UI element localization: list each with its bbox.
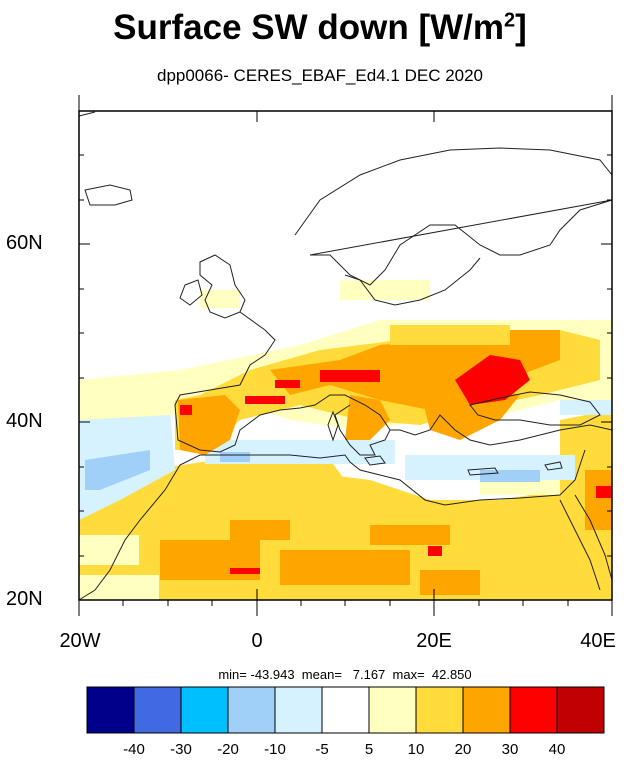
field-scandi-light — [340, 280, 430, 300]
field-orange-mideast — [585, 470, 612, 530]
field-red-iberia-2 — [180, 405, 192, 415]
field-med-blue-2 — [220, 452, 250, 462]
colorbar-box — [180, 686, 229, 734]
lon-label-40e: 40E — [580, 630, 616, 652]
coast-north-africa — [78, 449, 586, 601]
field-lightyellow-1 — [79, 535, 139, 565]
lat-label-40n: 40N — [6, 410, 43, 432]
colorbar-box — [321, 686, 370, 734]
field-orange-sahara-4 — [370, 525, 450, 545]
field-red-alps — [320, 370, 380, 382]
lon-label-20w: 20W — [59, 630, 101, 652]
field-orange-sahara-5 — [420, 570, 480, 595]
field-scandi-light-2 — [200, 290, 240, 308]
field-red-france — [275, 380, 300, 388]
lon-label-20e: 20E — [416, 630, 452, 652]
field-red-iberia — [245, 396, 285, 404]
field-italy-orange — [345, 395, 390, 440]
coast-black-sea — [469, 391, 601, 426]
field-atlantic-blue-light — [85, 450, 150, 490]
colorbar-box — [86, 686, 135, 734]
lat-label-20n: 20N — [6, 588, 43, 610]
colorbar-box — [133, 686, 182, 734]
colorbar-label: 30 — [501, 741, 519, 758]
colorbar-label: -20 — [217, 741, 239, 758]
plot-title: Surface SW down [W/m2] — [113, 8, 527, 47]
coast-denmark-baltic — [344, 257, 481, 306]
coastlines — [78, 111, 613, 601]
colorbar-label: 40 — [548, 741, 566, 758]
coast-greenland-iceland — [78, 111, 96, 117]
field-red-sahara — [428, 546, 442, 556]
colorbar-box — [368, 686, 417, 734]
lon-label-0: 0 — [251, 630, 263, 652]
coast-corsica-sardinia — [327, 410, 339, 442]
lat-label-60n: 60N — [6, 232, 43, 254]
stats-line: min= -43.943 mean= 7.167 max= 42.850 — [218, 667, 472, 682]
colorbar-label: -30 — [170, 741, 192, 758]
colorbar-label: 20 — [454, 741, 472, 758]
plot-subtitle: dpp0066- CERES_EBAF_Ed4.1 DEC 2020 — [156, 66, 484, 85]
field-red-balkan — [455, 355, 530, 405]
coast-sicily — [364, 455, 386, 466]
field-med-blue-4 — [480, 470, 540, 482]
field-orange-sahara-3 — [230, 520, 290, 540]
colorbar-label: -40 — [123, 741, 145, 758]
field-orange-sahara-2 — [280, 550, 410, 585]
coast-uk — [199, 254, 246, 319]
colorbar — [86, 686, 605, 734]
colorbar-label: 5 — [364, 741, 374, 758]
coast-europe-main — [174, 311, 613, 456]
colorbar-box — [509, 686, 558, 734]
colorbar-box — [227, 686, 276, 734]
colorbar-box — [556, 686, 605, 734]
field-red-sahara-2 — [230, 568, 260, 574]
colorbar-box — [462, 686, 511, 734]
colorbar-label: 10 — [407, 741, 425, 758]
coast-iceland — [84, 184, 133, 206]
field-central-orange — [270, 330, 560, 410]
coast-cyprus — [544, 461, 563, 471]
data-field — [79, 280, 612, 600]
field-iberia-orange — [178, 395, 240, 455]
colorbar-label: -5 — [315, 741, 329, 758]
colorbar-label: -10 — [264, 741, 286, 758]
coast-scandinavia — [294, 147, 613, 286]
field-red-mideast — [596, 486, 612, 498]
field-north-yellow — [390, 325, 510, 345]
field-lightyellow-2 — [79, 575, 159, 600]
tick-marks — [78, 95, 613, 616]
coast-red-sea — [559, 494, 613, 591]
coast-ireland — [179, 279, 203, 306]
colorbar-box — [415, 686, 464, 734]
colorbar-box — [274, 686, 323, 734]
coast-crete — [467, 467, 499, 476]
